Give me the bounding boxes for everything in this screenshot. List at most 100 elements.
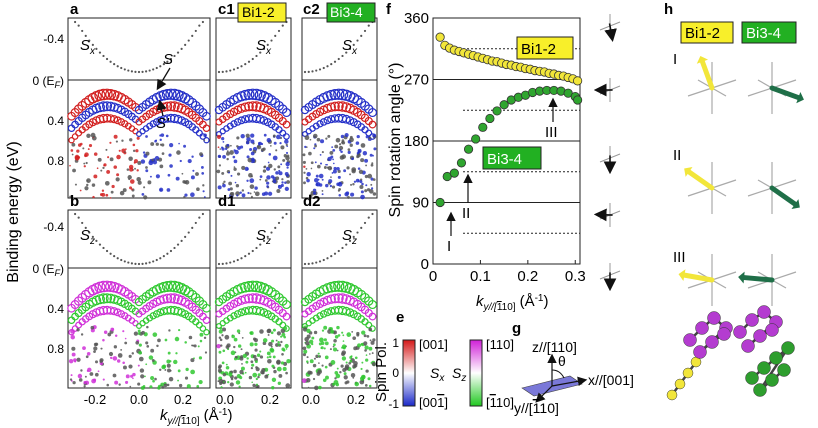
band-dot xyxy=(232,68,236,71)
band-dot xyxy=(323,308,332,317)
band-dot xyxy=(308,151,312,156)
band-dot xyxy=(129,385,132,388)
atom-purple-right-2 xyxy=(757,305,771,319)
band-dot xyxy=(154,139,157,143)
band-dot xyxy=(331,146,334,149)
band-dot xyxy=(247,191,250,195)
band-dot xyxy=(236,194,239,197)
atom-purple-left-6 xyxy=(717,327,731,341)
band-dot xyxy=(254,186,258,190)
band-dot xyxy=(168,88,181,101)
band-dot xyxy=(243,89,255,100)
ytick-a-04: 0.4 xyxy=(47,114,64,128)
band-dot xyxy=(370,187,374,190)
band-dot xyxy=(267,373,270,376)
band-dot xyxy=(173,246,176,250)
band-dot xyxy=(218,336,222,339)
band-dot xyxy=(302,160,306,164)
band-dot xyxy=(303,171,306,174)
band-dot xyxy=(92,195,95,199)
band-dot xyxy=(175,352,178,355)
band-dot xyxy=(137,161,142,165)
band-dot xyxy=(325,183,329,188)
chart-annot-I: I xyxy=(447,238,451,255)
band-dot xyxy=(132,377,134,380)
band-dot xyxy=(237,308,246,317)
band-dot xyxy=(114,334,118,337)
panel-label-a: a xyxy=(70,1,79,18)
band-dot xyxy=(74,212,77,216)
band-dot xyxy=(157,338,161,343)
band-dot xyxy=(168,153,172,157)
band-dot xyxy=(282,120,291,129)
band-dot xyxy=(372,178,376,181)
band-dot xyxy=(169,142,174,148)
band-dot xyxy=(165,88,177,100)
band-dot xyxy=(77,216,80,219)
band-dot xyxy=(193,344,197,348)
mini-spin-arrow-0 xyxy=(604,23,617,42)
band-dot xyxy=(271,377,277,382)
band-dot xyxy=(140,159,146,164)
band-dot xyxy=(145,135,148,138)
band-dot xyxy=(223,180,226,183)
band-dot xyxy=(281,332,286,337)
band-dot xyxy=(315,69,318,72)
band-dot xyxy=(262,47,266,50)
tag-bi12-h-box xyxy=(680,21,734,44)
atom-purple-right-6 xyxy=(765,323,779,337)
band-dot xyxy=(282,312,291,321)
band-dot xyxy=(77,143,82,147)
band-dot xyxy=(154,377,157,381)
panel-label-f: f xyxy=(386,1,392,18)
band-dot xyxy=(190,358,195,363)
band-dot xyxy=(99,359,103,363)
band-dot xyxy=(352,235,355,238)
band-dot xyxy=(241,336,244,339)
band-dot xyxy=(244,255,247,258)
band-dot xyxy=(305,176,309,180)
band-dot xyxy=(281,108,292,118)
band-dot xyxy=(148,261,151,264)
band-dot xyxy=(84,375,87,378)
band-dot xyxy=(148,355,154,360)
band-dot xyxy=(150,142,155,146)
band-dot xyxy=(116,173,120,177)
band-dot xyxy=(169,360,172,363)
band-dot xyxy=(368,346,373,351)
band-dot xyxy=(356,134,360,139)
band-dot xyxy=(163,383,168,388)
band-dot xyxy=(229,382,234,387)
band-dot xyxy=(241,193,246,198)
band-dot xyxy=(90,132,96,138)
band-dot xyxy=(270,39,273,42)
band-dot xyxy=(364,174,369,179)
band-dot xyxy=(259,51,262,54)
band-dot xyxy=(335,137,341,143)
band-dot xyxy=(360,194,365,200)
band-dot xyxy=(141,193,145,196)
band-dot xyxy=(312,363,317,368)
band-dot xyxy=(70,374,73,377)
band-dot xyxy=(229,69,232,72)
panel-label-g: g xyxy=(512,320,521,337)
band-dot xyxy=(323,116,332,125)
band-dot xyxy=(247,252,251,255)
chart-ytick-3: 270 xyxy=(404,72,429,89)
band-dot xyxy=(339,370,342,374)
band-dot xyxy=(109,60,112,63)
band-dot xyxy=(342,367,347,372)
panel-label-e: e xyxy=(396,309,404,326)
band-dot xyxy=(266,43,269,46)
band-dot xyxy=(161,385,165,389)
band-dot xyxy=(318,342,322,346)
band-dot xyxy=(225,70,228,73)
band-dot xyxy=(239,369,244,375)
band-dot xyxy=(168,280,181,293)
band-dot xyxy=(167,173,171,177)
band-dot xyxy=(117,353,123,358)
band-dot xyxy=(143,186,146,189)
band-dot xyxy=(328,179,333,184)
band-dot xyxy=(105,281,117,292)
band-dot xyxy=(188,335,193,340)
